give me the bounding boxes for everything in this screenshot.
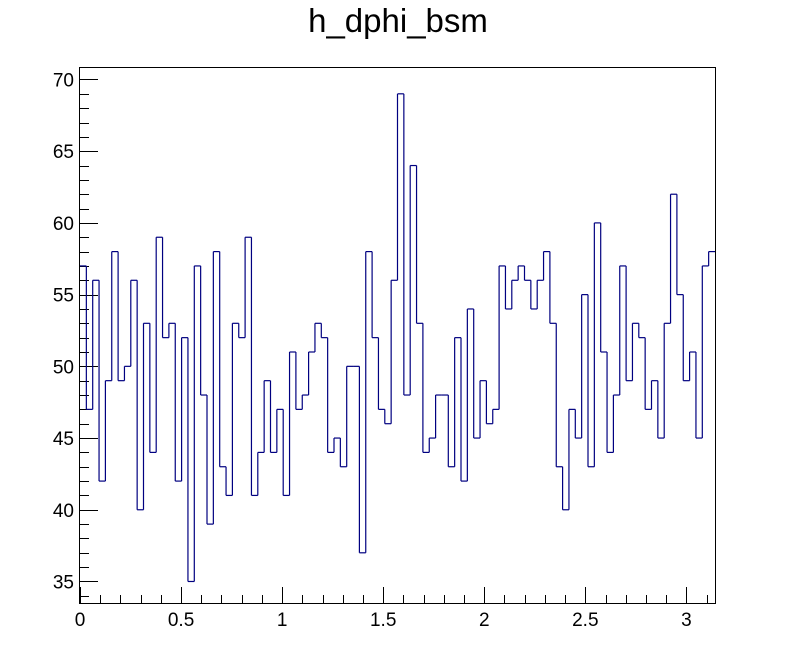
x-tick-label: 3 (681, 610, 692, 631)
x-tick-label: 1 (277, 610, 288, 631)
y-tick-label: 45 (53, 429, 74, 450)
x-tick-label: 2 (479, 610, 490, 631)
y-tick-label: 55 (53, 286, 74, 307)
x-tick-label: 0.5 (168, 610, 194, 631)
tick-labels: 35 40 45 50 55 60 65 70 0 0.5 1 1.5 2 2.5 3 (53, 70, 692, 631)
y-tick-label: 65 (53, 142, 74, 163)
x-tick-label: 2.5 (572, 610, 598, 631)
y-tick-label: 40 (53, 501, 74, 522)
y-tick-label: 50 (53, 357, 74, 378)
chart-title: h_dphi_bsm (308, 2, 488, 39)
axis-ticks (80, 79, 708, 603)
y-tick-label: 35 (53, 572, 74, 593)
x-tick-label: 1.5 (370, 610, 396, 631)
x-tick-label: 0 (75, 610, 86, 631)
histogram-bins (80, 93, 715, 583)
y-tick-label: 60 (53, 214, 74, 235)
y-tick-label: 70 (53, 70, 74, 91)
plot-frame (79, 67, 716, 604)
